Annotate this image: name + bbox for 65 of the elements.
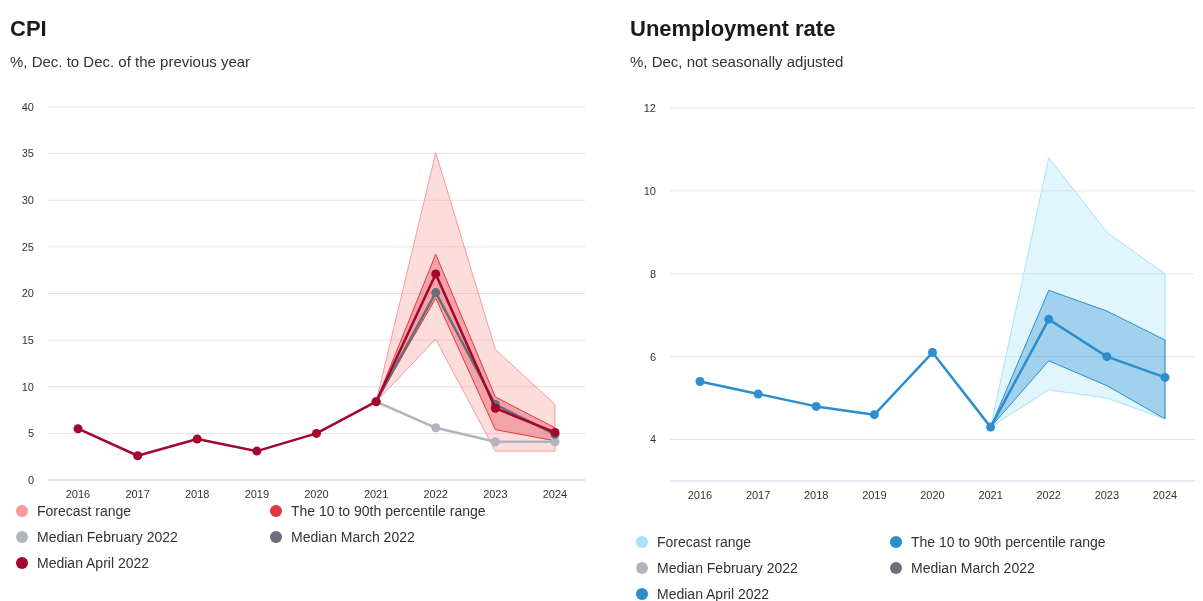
point <box>1102 352 1112 362</box>
y-tick-label: 6 <box>649 350 656 363</box>
y-tick-label: 8 <box>649 267 656 280</box>
legend-label: Forecast range <box>37 502 132 519</box>
x-tick-label: 2017 <box>745 489 771 501</box>
point <box>431 423 441 433</box>
y-tick-label: 0 <box>27 473 34 486</box>
x-tick-label: 2021 <box>363 488 389 500</box>
x-tick-label: 2019 <box>862 489 887 501</box>
legend-label: Median February 2022 <box>37 528 179 545</box>
point <box>312 428 321 438</box>
x-tick-label: 2024 <box>1152 489 1178 501</box>
legend-label: Median April 2022 <box>657 585 770 601</box>
point <box>753 389 763 399</box>
y-tick-label: 25 <box>21 240 34 253</box>
legend-label: Median February 2022 <box>657 559 799 576</box>
legend-label: Median April 2022 <box>37 554 150 571</box>
point <box>1044 314 1054 324</box>
x-tick-label: 2022 <box>423 488 448 500</box>
point <box>431 288 441 298</box>
x-tick-label: 2020 <box>920 489 945 501</box>
x-tick-label: 2023 <box>483 488 508 500</box>
x-tick-label: 2022 <box>1036 489 1061 501</box>
y-tick-label: 4 <box>649 433 656 446</box>
point <box>252 446 262 456</box>
legend-label: The 10 to 90th percentile range <box>911 533 1106 550</box>
y-tick-label: 10 <box>21 380 34 393</box>
chart-subtitle: %, Dec, not seasonally adjusted <box>630 53 844 70</box>
point <box>811 401 821 411</box>
x-tick-label: 2016 <box>687 489 713 501</box>
y-tick-label: 40 <box>21 100 34 113</box>
chart-title: CPI <box>10 16 47 41</box>
y-tick-label: 15 <box>21 333 34 346</box>
chart-title: Unemployment rate <box>630 16 836 41</box>
y-tick-label: 30 <box>21 194 34 207</box>
point <box>869 410 879 420</box>
x-tick-label: 2017 <box>125 488 150 500</box>
point <box>1160 372 1170 382</box>
point <box>928 348 937 358</box>
point <box>490 437 500 447</box>
y-tick-label: 12 <box>643 101 656 114</box>
chart-subtitle: %, Dec. to Dec. of the previous year <box>10 53 251 70</box>
point <box>73 424 83 434</box>
point <box>490 403 500 413</box>
point <box>695 377 705 387</box>
x-tick-label: 2021 <box>978 489 1003 501</box>
legend-label: Forecast range <box>657 533 752 550</box>
legend-label: Median March 2022 <box>911 559 1035 576</box>
point <box>986 422 996 432</box>
x-tick-label: 2016 <box>65 488 91 500</box>
legend-label: The 10 to 90th percentile range <box>291 502 486 519</box>
x-tick-label: 2020 <box>304 488 329 500</box>
y-tick-label: 35 <box>21 147 34 160</box>
point <box>431 269 441 279</box>
legend-label: Median March 2022 <box>291 528 415 545</box>
x-tick-label: 2023 <box>1094 489 1120 501</box>
point <box>133 451 143 461</box>
x-tick-label: 2024 <box>542 488 568 500</box>
point <box>192 434 202 444</box>
x-tick-label: 2018 <box>185 488 210 500</box>
y-tick-label: 5 <box>27 427 34 440</box>
y-tick-label: 20 <box>21 287 34 300</box>
x-tick-label: 2018 <box>804 489 829 501</box>
y-tick-label: 10 <box>643 184 656 197</box>
x-tick-label: 2019 <box>244 488 270 500</box>
